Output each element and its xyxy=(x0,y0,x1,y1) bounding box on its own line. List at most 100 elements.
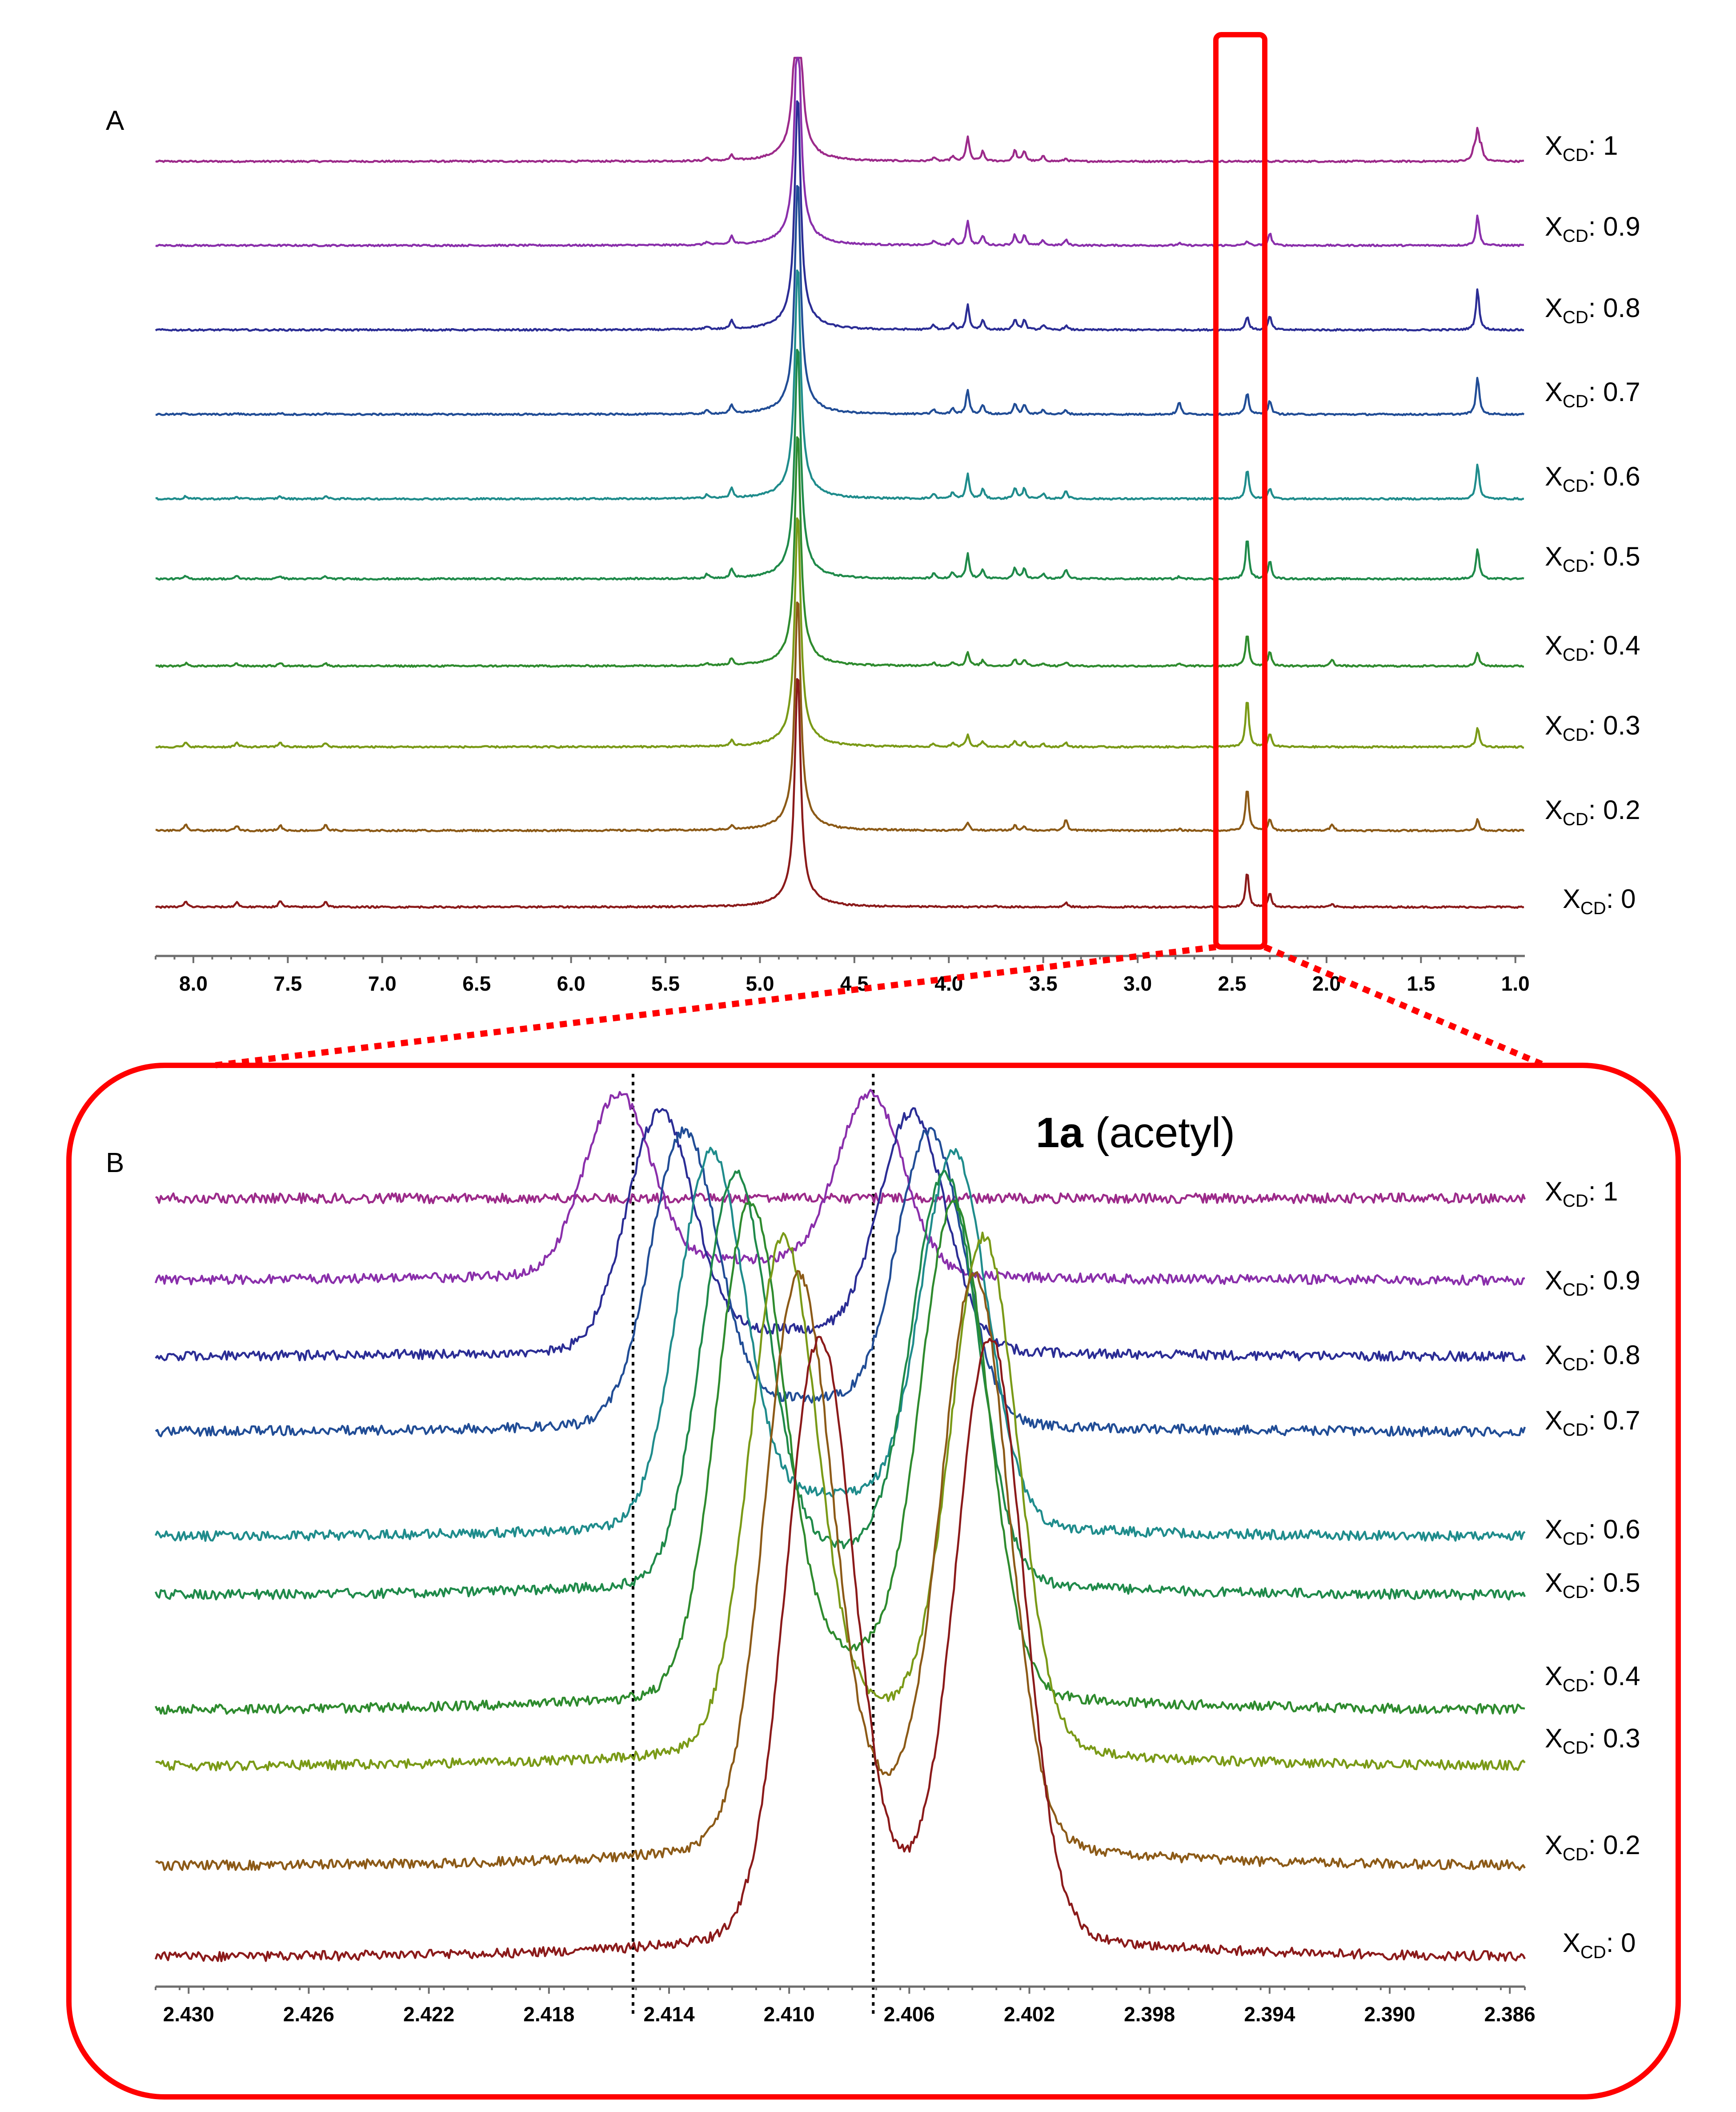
series-label: XCD: 0.4 xyxy=(1545,1661,1640,1695)
x-tick-label: 2.410 xyxy=(764,2003,815,2026)
spectrum-a-trace xyxy=(155,185,1525,416)
x-tick-label: 1.5 xyxy=(1407,972,1435,995)
spectrum-a-trace xyxy=(156,601,1525,832)
series-label: XCD: 0.5 xyxy=(1545,542,1640,576)
series-label-value: 0.3 xyxy=(1603,711,1640,740)
series-label-subscript: CD xyxy=(1563,725,1588,745)
series-label-subscript: CD xyxy=(1563,1738,1588,1758)
panel-a-traces xyxy=(155,56,1525,909)
panel-b-frame xyxy=(66,1063,1681,2100)
x-tick-label: 8.0 xyxy=(179,972,208,995)
x-tick-label: 2.390 xyxy=(1364,2003,1415,2026)
series-label-prefix: X xyxy=(1545,462,1563,491)
series-label-subscript: CD xyxy=(1563,1676,1588,1695)
series-label-subscript: CD xyxy=(1563,1529,1588,1549)
series-label-subscript: CD xyxy=(1563,226,1588,246)
spectrum-b-trace xyxy=(155,1192,1526,1205)
series-label-subscript: CD xyxy=(1563,556,1588,576)
x-tick-label: 2.386 xyxy=(1484,2003,1536,2026)
series-label-value: 0.8 xyxy=(1603,1340,1640,1370)
spectrum-b-trace xyxy=(154,1088,1525,1286)
spectrum-a-trace xyxy=(155,56,1524,248)
series-label: XCD: 1 xyxy=(1545,1176,1618,1211)
series-label-colon: : xyxy=(1588,462,1603,491)
series-label: XCD: 0.5 xyxy=(1545,1568,1640,1602)
series-label-subscript: CD xyxy=(1563,645,1588,665)
annotation-compound: 1a (acetyl) xyxy=(1036,1109,1235,1156)
spectrum-a-trace xyxy=(155,678,1524,909)
series-label: XCD: 0.3 xyxy=(1545,1723,1640,1758)
x-tick-label: 2.5 xyxy=(1218,972,1247,995)
x-tick-label: 6.0 xyxy=(557,972,585,995)
series-label-prefix: X xyxy=(1545,1405,1563,1435)
series-label-subscript: CD xyxy=(1563,1582,1588,1602)
series-label-subscript: CD xyxy=(1563,1845,1588,1864)
series-label: XCD: 1 xyxy=(1545,131,1618,165)
series-label-value: 0.4 xyxy=(1603,630,1640,660)
series-label-colon: : xyxy=(1606,884,1621,914)
series-label: XCD: 0.9 xyxy=(1545,1265,1640,1300)
series-label-prefix: X xyxy=(1545,1176,1563,1206)
series-label-colon: : xyxy=(1588,1265,1603,1295)
series-label-value: 0.2 xyxy=(1603,795,1640,825)
series-label-prefix: X xyxy=(1545,212,1563,241)
series-label-value: 0.4 xyxy=(1603,1661,1640,1691)
series-label-colon: : xyxy=(1588,1176,1603,1206)
spectrum-b-trace xyxy=(154,1199,1525,1715)
spectrum-a-trace xyxy=(155,56,1524,164)
series-label-value: 0.6 xyxy=(1603,462,1640,491)
series-label: XCD: 0.3 xyxy=(1545,711,1640,745)
series-label-value: 0.7 xyxy=(1603,1405,1640,1435)
series-label: XCD: 0.7 xyxy=(1545,1405,1640,1440)
series-label-prefix: X xyxy=(1545,293,1563,323)
x-tick-label: 3.0 xyxy=(1123,972,1152,995)
panel-b-traces xyxy=(154,1088,1526,1963)
series-label-value: 0.7 xyxy=(1603,377,1640,407)
series-label-value: 0.9 xyxy=(1603,212,1640,241)
panel-a-ticks: 8.0 7.5 7.0 6.5 6.0 5.5 5.0 4.5 4.0 3.5 3.0 2.5 2.0 1… xyxy=(155,956,1530,995)
series-label-prefix: X xyxy=(1545,542,1563,571)
series-label-colon: : xyxy=(1606,1928,1621,1958)
annotation-rest: (acetyl) xyxy=(1083,1109,1235,1156)
series-label-subscript: CD xyxy=(1563,392,1588,411)
series-label-prefix: X xyxy=(1545,1830,1563,1860)
series-label-prefix: X xyxy=(1545,1514,1563,1544)
series-label: XCD: 0.2 xyxy=(1545,795,1640,829)
zoom-connector-left xyxy=(214,944,1216,1068)
spectrum-a-trace xyxy=(155,436,1524,668)
series-label-prefix: X xyxy=(1545,131,1563,161)
series-label-subscript: CD xyxy=(1563,1191,1588,1211)
series-label-colon: : xyxy=(1588,795,1603,825)
series-label-value: 1 xyxy=(1603,1176,1618,1206)
spectrum-b-trace xyxy=(155,1270,1526,1871)
series-label-colon: : xyxy=(1588,1405,1603,1435)
series-label-subscript: CD xyxy=(1563,1420,1588,1440)
series-label: XCD: 0.2 xyxy=(1545,1830,1640,1864)
x-tick-label: 2.414 xyxy=(643,2003,695,2026)
series-label: XCD: 0.8 xyxy=(1545,293,1640,327)
annotation-bold: 1a xyxy=(1036,1109,1083,1156)
series-label-prefix: X xyxy=(1545,630,1563,660)
series-label-prefix: X xyxy=(1545,1340,1563,1370)
x-tick-label: 5.0 xyxy=(746,972,774,995)
series-label-value: 0.8 xyxy=(1603,293,1640,323)
x-tick-label: 2.422 xyxy=(403,2003,454,2026)
x-tick-label: 7.0 xyxy=(368,972,397,995)
series-label-prefix: X xyxy=(1545,1568,1563,1598)
series-label-subscript: CD xyxy=(1563,308,1588,327)
series-label-colon: : xyxy=(1588,1340,1603,1370)
series-label-subscript: CD xyxy=(1580,899,1606,918)
spectrum-a-trace xyxy=(155,517,1524,749)
series-label-prefix: X xyxy=(1545,1723,1563,1753)
x-tick-label: 5.5 xyxy=(651,972,680,995)
series-label: XCD: 0.6 xyxy=(1545,462,1640,496)
spectrum-a-trace xyxy=(155,269,1524,501)
spectrum-b-trace xyxy=(155,1126,1526,1437)
series-label-subscript: CD xyxy=(1563,1280,1588,1300)
series-label-colon: : xyxy=(1588,293,1603,323)
x-tick-label: 1.0 xyxy=(1501,972,1530,995)
